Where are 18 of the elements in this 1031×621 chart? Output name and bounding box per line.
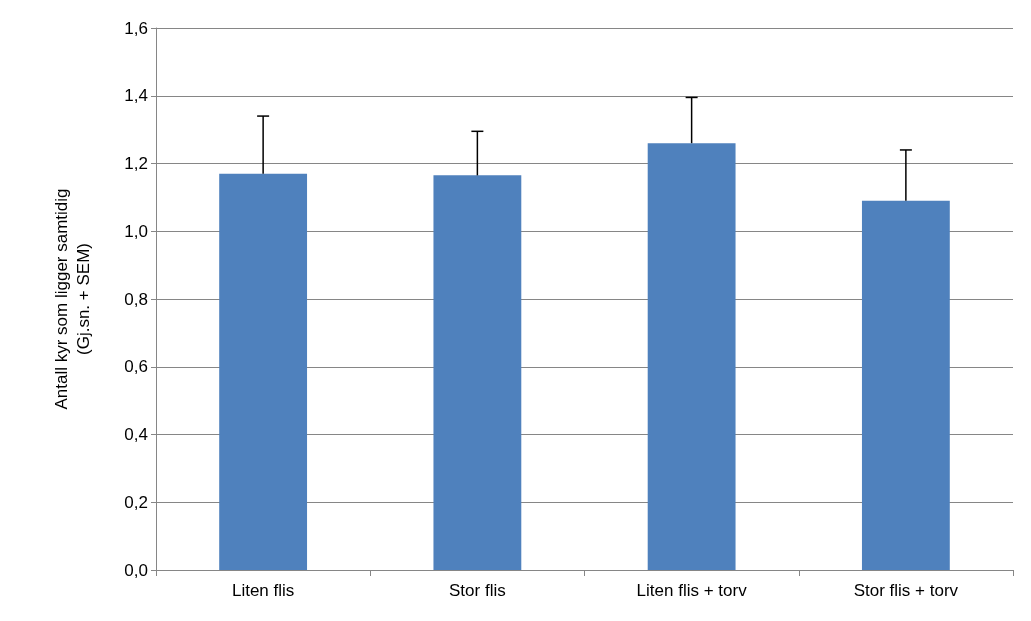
y-tick-label: 1,4 [124, 86, 148, 106]
x-tick-label: Liten flis + torv [636, 581, 748, 600]
y-tick-label: 0,4 [124, 425, 148, 444]
x-tick-label: Liten flis [231, 581, 295, 600]
y-tick-label: 0,8 [124, 289, 148, 309]
x-tick-label: Stor flis + torv [853, 581, 959, 600]
y-tick-label: 1,6 [124, 18, 148, 38]
bar [433, 175, 522, 570]
y-tick-label: 0,6 [124, 357, 148, 377]
y-tick-label: 1,2 [124, 154, 148, 173]
bar [219, 173, 308, 570]
y-tick-label: 1,0 [124, 221, 148, 241]
y-axis-title: Antall kyr som ligger samtidig (Gj.sn. + SEM) [51, 188, 93, 410]
y-tick-label: 0,2 [124, 492, 148, 512]
x-tick-label: Stor flis [449, 581, 506, 600]
bar [861, 200, 950, 570]
y-tick-label: 0,0 [124, 560, 148, 580]
bar [647, 143, 736, 570]
